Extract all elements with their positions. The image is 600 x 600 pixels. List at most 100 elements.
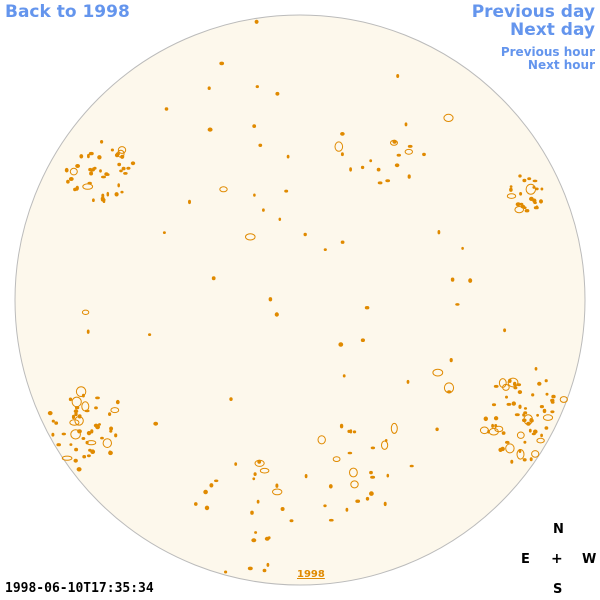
contour-mark [503,328,507,333]
contour-mark [100,198,106,202]
contour-mark [219,61,225,66]
contour-mark [369,159,373,163]
contour-mark [92,198,95,202]
contour-mark [73,458,78,463]
contour-mark [536,437,545,444]
contour-mark [493,384,499,388]
contour-mark [449,358,453,363]
contour-mark [339,423,344,429]
contour-mark [69,167,78,176]
contour-mark [515,202,521,207]
contour-mark [385,179,391,183]
contour-mark [100,140,104,144]
previous-hour-link[interactable]: Previous hour [500,45,595,59]
contour-mark [54,421,59,425]
contour-mark [86,454,91,458]
contour-mark [542,408,547,414]
contour-mark [508,378,512,383]
contour-mark [349,429,353,434]
contour-mark [409,464,414,468]
contour-mark [252,477,256,481]
contour-mark [56,443,62,447]
contour-mark [513,386,518,390]
contour-mark [498,378,507,388]
contour-mark [505,443,515,454]
contour-mark [345,507,349,512]
contour-mark [525,183,536,195]
contour-mark [117,146,127,154]
contour-mark [108,412,112,417]
contour-mark [204,505,210,511]
contour-mark [432,368,444,377]
contour-mark [245,233,256,241]
contour-mark [511,401,516,406]
contour-mark [108,450,113,456]
contour-mark [494,425,504,433]
contour-mark [394,163,400,168]
contour-mark [275,91,280,96]
contour-mark [278,217,282,222]
contour-mark [461,246,464,250]
contour-mark [523,407,528,410]
contour-mark [524,209,530,213]
contour-mark [74,447,79,452]
contour-mark [123,172,128,175]
contour-mark [70,429,81,440]
contour-mark [559,396,568,403]
contour-mark [120,190,124,194]
contour-mark [162,231,166,235]
contour-mark [519,192,523,196]
contour-mark [528,428,532,433]
contour-mark [323,504,327,508]
contour-mark [254,459,265,467]
contour-mark [542,414,554,421]
contour-mark [86,431,92,436]
contour-mark [102,438,113,449]
contour-mark [328,484,333,489]
back-to-year-link[interactable]: Back to 1998 [5,2,130,22]
contour-mark [386,473,390,478]
contour-mark [506,193,517,199]
contour-mark [514,413,520,417]
contour-mark [501,431,506,435]
compass-center-icon: + [551,551,563,567]
contour-mark [334,141,344,152]
contour-mark [229,397,233,402]
year-link[interactable]: 1998 [297,569,325,580]
contour-mark [507,377,519,388]
contour-mark [340,240,345,244]
contour-mark [506,402,512,406]
contour-mark [87,181,92,185]
next-hour-link[interactable]: Next hour [527,58,595,72]
contour-mark [94,406,98,410]
contour-mark [468,278,473,283]
contour-mark [523,440,527,444]
contour-mark [69,443,73,446]
contour-mark [77,429,82,434]
contour-mark [92,167,95,172]
next-day-link[interactable]: Next day [510,20,595,40]
contour-mark [73,409,79,414]
contour-mark [522,418,527,423]
previous-day-link[interactable]: Previous day [471,2,595,22]
contour-mark [68,177,74,181]
contour-mark [110,407,120,414]
contour-mark [148,333,152,337]
contour-mark [106,191,110,197]
contour-mark [110,148,115,152]
contour-mark [383,501,387,507]
contour-mark [518,174,522,178]
contour-mark [74,406,80,410]
contour-mark [73,187,77,192]
contour-mark [407,144,413,148]
contour-mark [369,491,374,496]
contour-mark [51,419,55,423]
contour-mark [153,421,159,426]
contour-mark [303,232,307,237]
contour-mark [396,153,401,157]
contour-mark [509,185,513,188]
contour-mark [407,174,411,179]
contour-mark [268,297,273,302]
contour-mark [545,392,549,396]
contour-mark [328,518,334,522]
